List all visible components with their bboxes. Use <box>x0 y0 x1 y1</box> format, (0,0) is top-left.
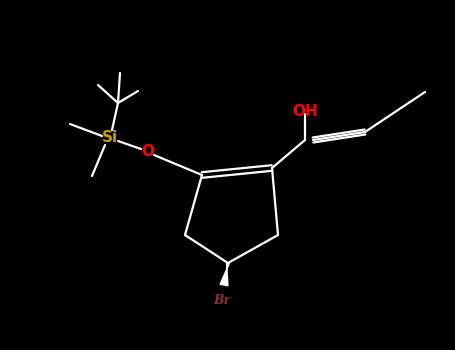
Text: O: O <box>142 145 155 160</box>
Polygon shape <box>220 263 229 286</box>
Text: Si: Si <box>102 131 118 146</box>
Text: Br: Br <box>213 294 231 307</box>
Text: OH: OH <box>292 105 318 119</box>
